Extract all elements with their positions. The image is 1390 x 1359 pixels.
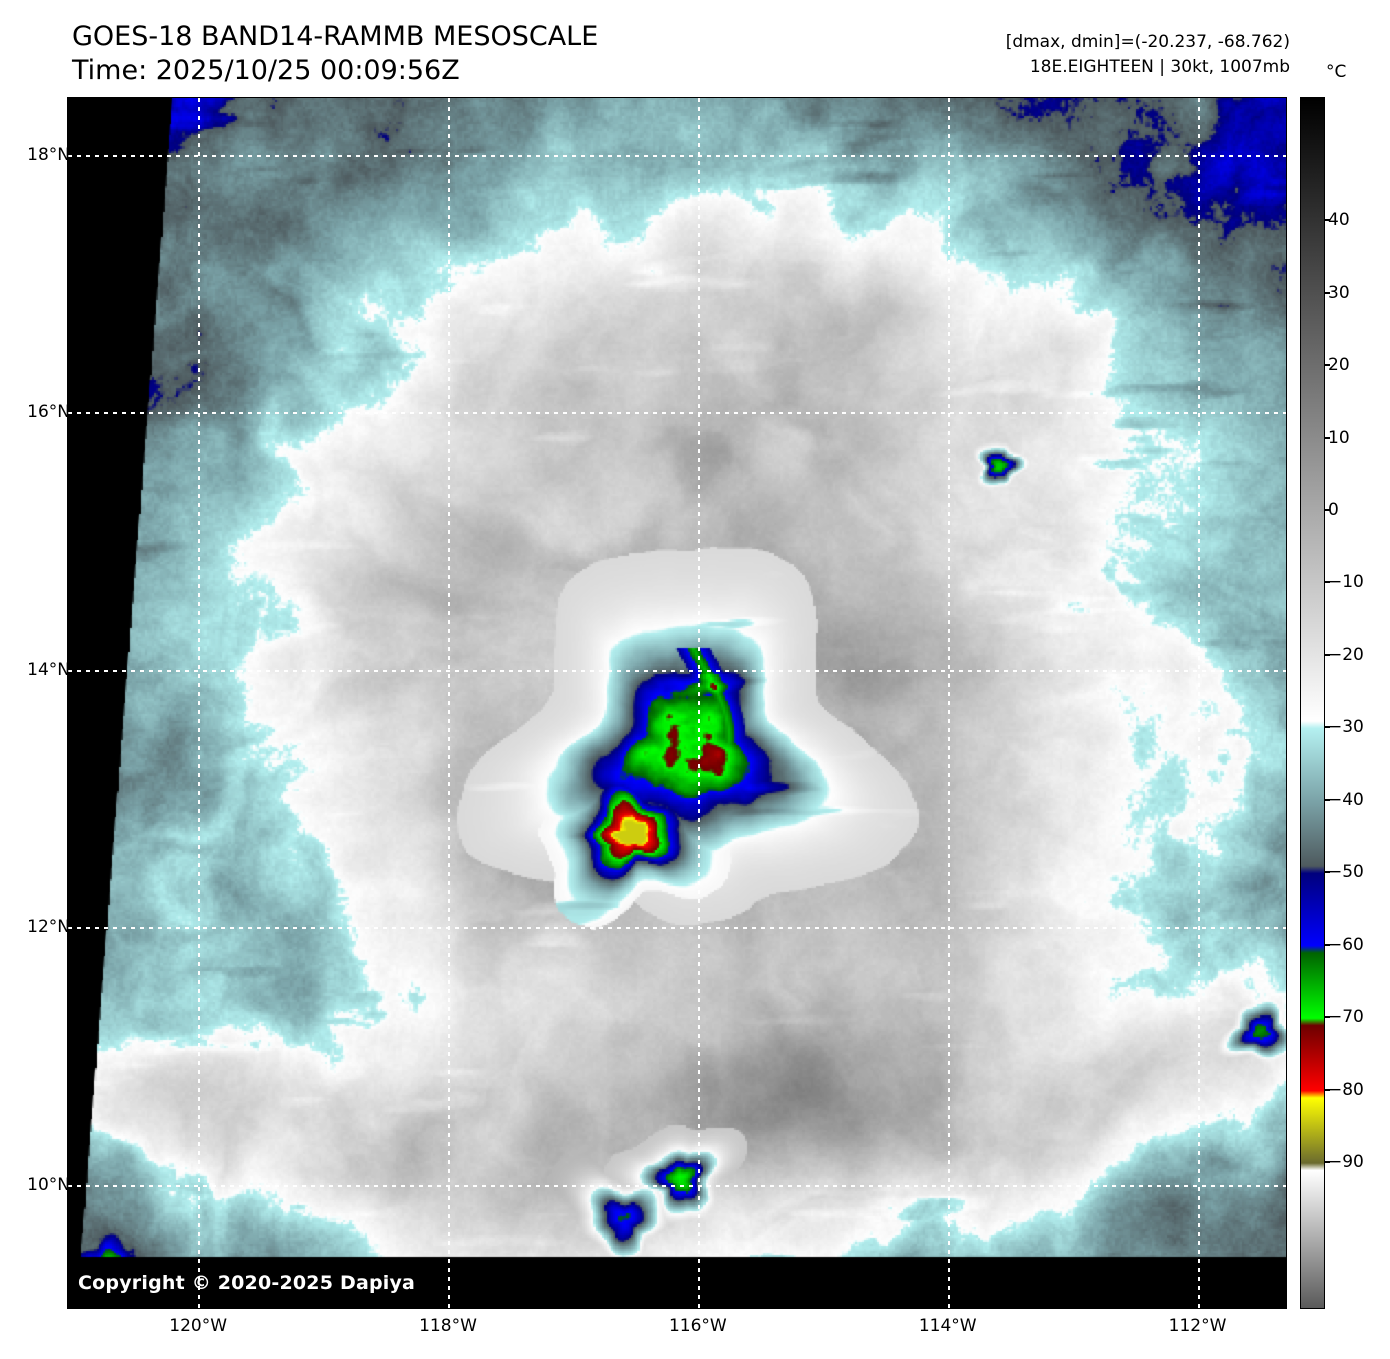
lon-tick-label-4: 112°W	[1168, 1316, 1227, 1336]
colorbar-tick-8: −40	[1328, 789, 1364, 810]
gridline-lat	[68, 1184, 1286, 1187]
gridline-lat	[68, 669, 1286, 672]
colorbar-tick-4: 0	[1328, 499, 1339, 520]
colorbar-tick-2: 20	[1328, 355, 1350, 376]
lon-tick-label-0: 120°W	[169, 1316, 228, 1336]
gridline-lon	[947, 98, 950, 1308]
gridline-lon	[198, 98, 201, 1308]
colorbar-tick-mark	[1324, 798, 1330, 801]
infrared-imagery-canvas	[68, 98, 1286, 1308]
gridline-lon	[448, 98, 450, 1308]
colorbar-tick-mark	[1324, 653, 1330, 656]
colorbar-tick-6: −20	[1328, 644, 1364, 665]
lon-tick-label-2: 116°W	[668, 1316, 727, 1336]
colorbar-tick-mark	[1324, 508, 1330, 511]
colorbar-tick-10: −60	[1328, 934, 1364, 955]
colorbar-tick-12: −80	[1328, 1079, 1364, 1100]
lon-tick-label-1: 118°W	[419, 1316, 477, 1336]
colorbar-tick-mark	[1324, 219, 1330, 222]
gridline-lon	[1197, 98, 1200, 1308]
colorbar-tick-11: −70	[1328, 1007, 1364, 1028]
colorbar-tick-mark	[1324, 364, 1330, 367]
colorbar-gradient	[1301, 98, 1324, 1308]
colorbar-tick-7: −30	[1328, 717, 1364, 738]
colorbar-tick-mark	[1324, 436, 1330, 439]
colorbar-tick-5: −10	[1328, 572, 1364, 593]
colorbar-tick-mark	[1324, 291, 1330, 294]
colorbar-tick-1: 30	[1328, 282, 1350, 303]
metadata-block: [dmax, dmin]=(-20.237, -68.762) 18E.EIGH…	[1006, 30, 1290, 80]
lat-tick-label-3: 12°N	[27, 917, 70, 938]
copyright-notice: Copyright © 2020-2025 Dapiya	[78, 1272, 416, 1294]
lon-tick-label-3: 114°W	[918, 1316, 977, 1336]
colorbar-tick-mark	[1324, 581, 1330, 584]
colorbar-tick-mark	[1324, 726, 1330, 729]
page-title: GOES-18 BAND14-RAMMB MESOSCALE Time: 202…	[72, 20, 872, 88]
gridline-lat	[68, 927, 1286, 930]
colorbar-tick-mark	[1324, 871, 1330, 874]
gridline-lon	[697, 98, 700, 1308]
colorbar-unit-label: °C	[1326, 62, 1347, 82]
gridline-lat	[68, 412, 1286, 415]
lat-tick-label-2: 14°N	[27, 659, 70, 680]
satellite-image-plot[interactable]: Copyright © 2020-2025 Dapiya	[67, 97, 1287, 1309]
colorbar-tick-mark	[1324, 1016, 1330, 1019]
colorbar-tick-3: 10	[1328, 427, 1350, 448]
gridline-lat	[68, 154, 1286, 157]
lat-tick-label-1: 16°N	[27, 402, 70, 423]
colorbar-tick-mark	[1324, 1088, 1330, 1091]
colorbar-tick-mark	[1324, 943, 1330, 946]
dmax-dmin-readout: [dmax, dmin]=(-20.237, -68.762)	[1005, 32, 1290, 52]
lat-tick-label-0: 18°N	[27, 144, 70, 165]
colorbar-tick-13: −90	[1328, 1152, 1364, 1173]
temperature-colorbar[interactable]	[1300, 97, 1325, 1309]
observation-time: Time: 2025/10/25 00:09:56Z	[72, 55, 460, 86]
colorbar-tick-0: 40	[1328, 210, 1350, 231]
lat-tick-label-4: 10°N	[27, 1174, 70, 1195]
storm-info-readout: 18E.EIGHTEEN | 30kt, 1007mb	[1029, 57, 1290, 77]
satellite-product-title: GOES-18 BAND14-RAMMB MESOSCALE	[72, 21, 599, 52]
colorbar-tick-9: −50	[1328, 862, 1364, 883]
colorbar-tick-mark	[1324, 1161, 1330, 1164]
